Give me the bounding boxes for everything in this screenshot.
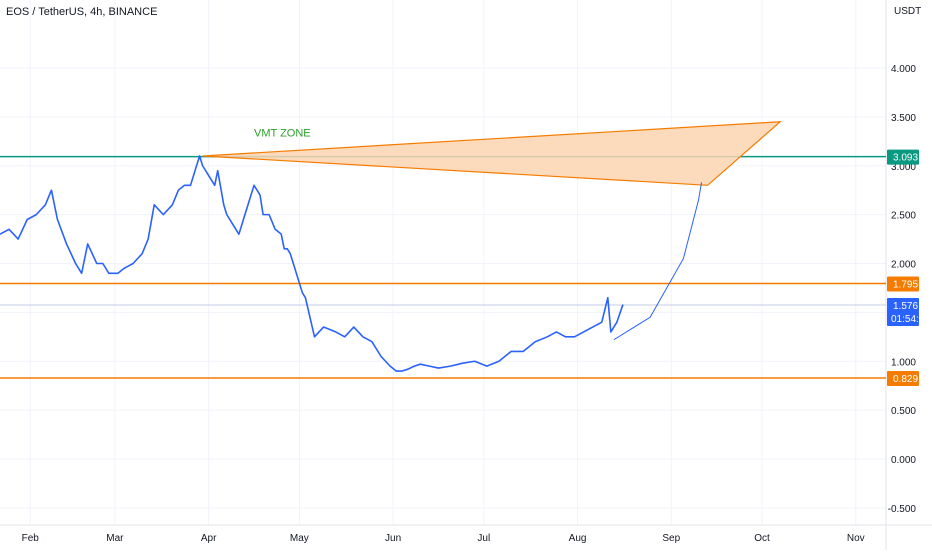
price-tag-bg [887, 149, 919, 165]
time-tick-label: Aug [569, 533, 587, 544]
price-tick-label: 0.000 [891, 455, 916, 466]
price-tag: 3.093 [887, 149, 919, 165]
price-tick-label: 0.500 [891, 406, 916, 417]
time-tick-label: Sep [662, 533, 680, 544]
price-tags: 3.093 1.795 0.829 1.576 01:54:27 [887, 149, 930, 386]
price-tag: 1.795 [887, 276, 919, 292]
time-tick-label: Feb [22, 533, 40, 544]
price-tag-bg [887, 276, 919, 292]
vmt-zone-label: VMT ZONE [254, 127, 311, 139]
price-tag-label: 0.829 [893, 374, 918, 385]
time-axis[interactable]: Feb Mar Apr May Jun Jul Aug Sep Oct Nov [22, 533, 865, 544]
price-tag: 1.576 01:54:27 [887, 297, 930, 326]
time-tick-label: Jun [385, 533, 401, 544]
price-tick-label: 2.000 [891, 260, 916, 271]
price-tick-label: -0.500 [888, 504, 917, 515]
price-tag: 0.829 [887, 370, 919, 386]
time-tick-label: May [290, 533, 309, 544]
horizontal-levels [0, 155, 886, 379]
price-tick-label: 1.000 [891, 357, 916, 368]
price-tag-bg [887, 370, 919, 386]
price-series-line [0, 155, 624, 372]
price-tag-countdown: 01:54:27 [891, 314, 930, 325]
currency-label: USDT [894, 6, 922, 17]
time-tick-label: Jul [477, 533, 490, 544]
vmt-zone-triangle[interactable] [202, 121, 782, 186]
price-tick-label: 3.000 [891, 162, 916, 173]
price-tick-label: 3.500 [891, 113, 916, 124]
price-tag-label: 1.795 [893, 280, 918, 291]
price-tick-label: 4.000 [891, 64, 916, 75]
price-tag-bg [887, 297, 919, 326]
grid-lines [0, 0, 886, 525]
chart-title: EOS / TetherUS, 4h, BINANCE [6, 6, 158, 18]
price-tick-label: 2.500 [891, 211, 916, 222]
price-axis[interactable]: 4.000 3.500 3.000 2.500 2.000 1.000 0.500 0.000… [888, 64, 917, 515]
time-tick-label: Oct [754, 533, 770, 544]
time-tick-label: Apr [201, 533, 217, 544]
projected-curve[interactable] [613, 182, 703, 341]
time-tick-label: Mar [106, 533, 124, 544]
time-tick-label: Nov [847, 533, 865, 544]
price-tag-label: 3.093 [893, 153, 918, 164]
price-tag-label: 1.576 [893, 301, 918, 312]
